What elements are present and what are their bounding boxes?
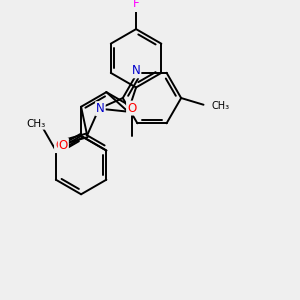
Text: N: N [132, 64, 140, 77]
Text: O: O [55, 139, 64, 152]
Text: F: F [133, 0, 140, 11]
Text: O: O [59, 139, 68, 152]
Text: O: O [127, 102, 136, 115]
Text: CH₃: CH₃ [212, 101, 230, 111]
Text: N: N [96, 102, 105, 115]
Text: CH₃: CH₃ [27, 119, 46, 129]
